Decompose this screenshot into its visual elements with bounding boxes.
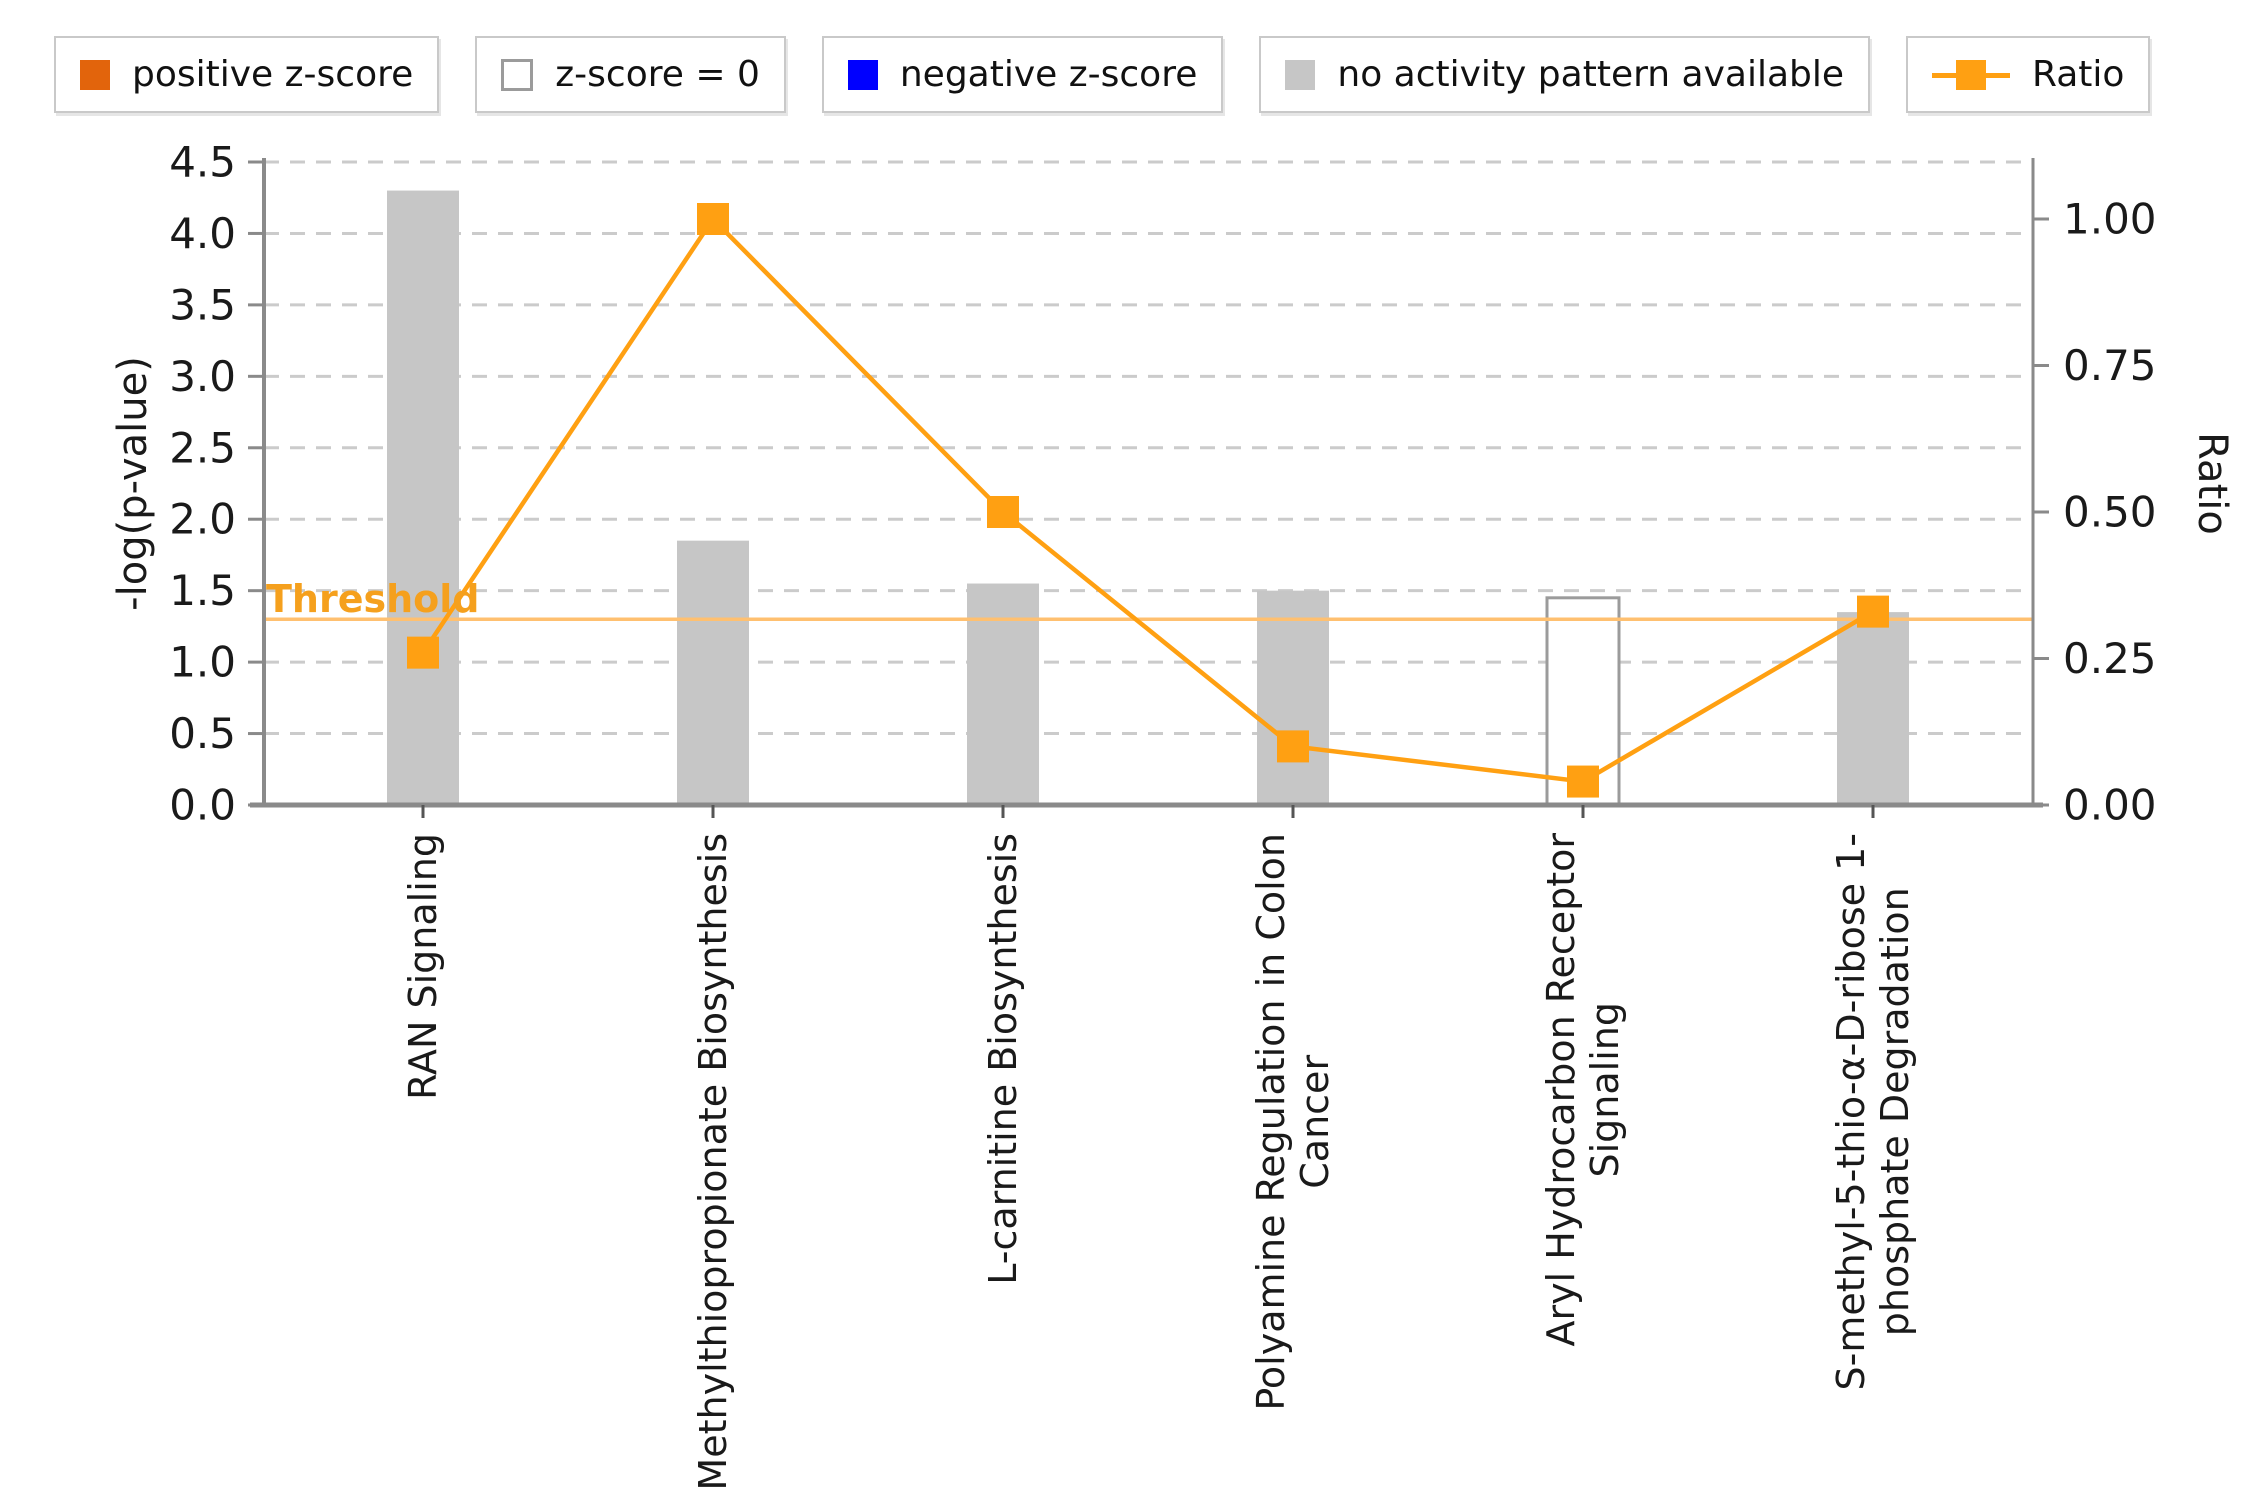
ratio-marker-s-methyl-5-thio-d-ribose-1-phosphate-degradation[interactable]	[1857, 595, 1889, 628]
legend-label: no activity pattern available	[1337, 54, 1845, 95]
category-label-aryl-hydrocarbon-receptor-signaling: Aryl Hydrocarbon Receptor	[1539, 833, 1583, 1347]
ratio-swatch-icon	[1932, 59, 2011, 90]
left-axis-tick-label: 0.5	[169, 709, 236, 758]
ratio-marker-polyamine-regulation-in-colon-cancer[interactable]	[1277, 730, 1309, 763]
right-axis-tick-label: 0.00	[2063, 781, 2157, 830]
ratio-marker-l-carnitine-biosynthesis[interactable]	[987, 496, 1019, 528]
left-axis-tick-label: 1.0	[169, 638, 236, 687]
bar-methylthiopropionate-biosynthesis[interactable]	[677, 540, 749, 805]
right-axis-tick-label: 1.00	[2063, 195, 2157, 244]
legend-item-negative-z-score: negative z-score	[821, 36, 1224, 113]
legend-label: negative z-score	[899, 54, 1198, 95]
ratio-marker-methylthiopropionate-biosynthesis[interactable]	[697, 203, 729, 235]
bar-polyamine-regulation-in-colon-cancer[interactable]	[1257, 590, 1329, 805]
legend-item-ratio: Ratio	[1906, 36, 2151, 113]
left-axis-tick-label: 3.0	[169, 352, 236, 401]
left-axis-tick-label: 2.5	[169, 423, 236, 472]
left-axis-tick-label: 4.5	[169, 138, 236, 187]
bar-ran-signaling[interactable]	[387, 190, 459, 806]
right-axis-tick-label: 0.25	[2063, 634, 2157, 683]
left-axis-tick-label: 2.0	[169, 495, 236, 544]
left-axis-tick-label: 3.5	[169, 280, 236, 329]
no-activity-pattern-available-swatch-icon	[1285, 59, 1316, 90]
legend-item-z-score-0: z-score = 0	[475, 36, 786, 113]
category-label-s-methyl-5-thio-d-ribose-1-phosphate-degradation: phosphate Degradation	[1873, 887, 1917, 1336]
category-label-methylthiopropionate-biosynthesis: Methylthiopropionate Biosynthesis	[691, 833, 735, 1491]
legend-label: Ratio	[2032, 54, 2125, 95]
category-label-l-carnitine-biosynthesis: L-carnitine Biosynthesis	[981, 833, 1025, 1285]
category-label-polyamine-regulation-in-colon-cancer: Cancer	[1293, 1055, 1337, 1189]
left-axis-tick-label: 4.0	[169, 209, 236, 258]
left-axis-tick-label: 0.0	[169, 781, 236, 830]
positive-z-score-swatch-icon	[80, 59, 110, 90]
bar-l-carnitine-biosynthesis[interactable]	[967, 583, 1039, 805]
category-label-aryl-hydrocarbon-receptor-signaling: Signaling	[1583, 1002, 1627, 1178]
category-label-ran-signaling: RAN Signaling	[401, 833, 445, 1100]
legend-item-no-activity-pattern-available: no activity pattern available	[1259, 36, 1871, 113]
category-label-polyamine-regulation-in-colon-cancer: Polyamine Regulation in Colon	[1249, 833, 1293, 1411]
ratio-line	[421, 215, 1875, 784]
legend-label: positive z-score	[132, 54, 414, 95]
left-axis-tick-label: 1.5	[169, 566, 236, 615]
right-axis-tick-label: 0.75	[2063, 341, 2157, 390]
category-label-s-methyl-5-thio-d-ribose-1-phosphate-degradation: S-methyl-5-thio-α-D-ribose 1-	[1829, 833, 1873, 1391]
z-score-0-swatch-icon	[501, 58, 534, 91]
legend: positive z-score z-score = 0 negative z-sc…	[54, 36, 2151, 113]
bar-s-methyl-5-thio-d-ribose-1-phosphate-degradation[interactable]	[1837, 612, 1909, 805]
ratio-marker-aryl-hydrocarbon-receptor-signaling[interactable]	[1567, 765, 1599, 798]
legend-item-positive-z-score: positive z-score	[54, 36, 440, 113]
threshold-label: Threshold	[266, 577, 480, 621]
right-axis-title: Ratio	[2189, 432, 2235, 535]
right-axis-tick-label: 0.50	[2063, 488, 2157, 537]
left-axis-title: -log(p-value)	[110, 356, 156, 611]
ratio-marker-ran-signaling[interactable]	[407, 636, 439, 669]
legend-label: z-score = 0	[555, 54, 760, 95]
negative-z-score-swatch-icon	[847, 59, 878, 90]
